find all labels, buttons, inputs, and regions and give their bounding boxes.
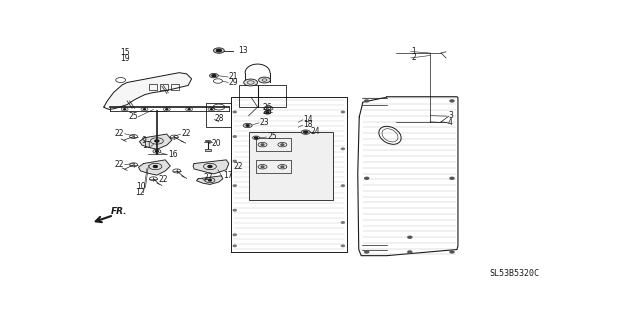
- Text: 19: 19: [121, 54, 131, 63]
- Circle shape: [365, 100, 369, 102]
- Circle shape: [143, 109, 145, 110]
- Text: 15: 15: [121, 48, 131, 57]
- Bar: [150, 85, 157, 90]
- Circle shape: [233, 210, 236, 211]
- Bar: [207, 103, 231, 127]
- Circle shape: [244, 79, 257, 86]
- Text: 27: 27: [203, 173, 212, 182]
- Polygon shape: [104, 73, 191, 109]
- Circle shape: [216, 49, 221, 52]
- Circle shape: [408, 236, 412, 238]
- Text: 17: 17: [223, 171, 232, 180]
- Circle shape: [246, 125, 249, 126]
- Text: 2: 2: [412, 53, 416, 62]
- Text: 22: 22: [159, 174, 168, 183]
- Polygon shape: [196, 176, 223, 184]
- Circle shape: [212, 75, 216, 77]
- Circle shape: [233, 136, 236, 137]
- Circle shape: [301, 130, 310, 134]
- Circle shape: [450, 177, 454, 179]
- Bar: [256, 138, 291, 151]
- Circle shape: [211, 109, 212, 110]
- Text: 22: 22: [182, 129, 191, 138]
- Text: 28: 28: [215, 114, 225, 123]
- Polygon shape: [138, 160, 170, 175]
- Text: 12: 12: [135, 188, 145, 197]
- Bar: [256, 160, 291, 174]
- Circle shape: [261, 144, 264, 145]
- Circle shape: [281, 144, 284, 145]
- Circle shape: [233, 245, 236, 247]
- Circle shape: [243, 123, 252, 128]
- Text: 22: 22: [234, 161, 243, 171]
- Circle shape: [209, 73, 218, 78]
- Circle shape: [124, 109, 125, 110]
- Circle shape: [155, 140, 159, 142]
- Text: 16: 16: [168, 150, 178, 159]
- Text: 11: 11: [143, 141, 152, 150]
- Circle shape: [408, 251, 412, 253]
- Text: 23: 23: [260, 118, 269, 127]
- Circle shape: [266, 112, 269, 113]
- Circle shape: [166, 109, 168, 110]
- Bar: [205, 149, 211, 151]
- Text: 1: 1: [412, 47, 416, 56]
- Text: 22: 22: [114, 129, 124, 138]
- Circle shape: [341, 185, 344, 186]
- Circle shape: [450, 100, 454, 102]
- Circle shape: [450, 251, 454, 253]
- Text: 20: 20: [211, 139, 221, 148]
- Bar: [172, 85, 179, 90]
- Text: 18: 18: [303, 120, 313, 129]
- Circle shape: [261, 166, 264, 167]
- Text: 4: 4: [448, 118, 453, 127]
- Text: 14: 14: [303, 115, 313, 124]
- Circle shape: [341, 111, 344, 113]
- Circle shape: [156, 151, 158, 152]
- Text: 13: 13: [237, 46, 247, 55]
- Text: 24: 24: [310, 127, 320, 136]
- Circle shape: [154, 166, 157, 167]
- Text: 26: 26: [263, 108, 273, 116]
- Polygon shape: [193, 160, 229, 174]
- Text: 25: 25: [268, 132, 277, 141]
- Text: SL53B5320C: SL53B5320C: [489, 269, 539, 278]
- Circle shape: [233, 160, 236, 162]
- Circle shape: [341, 245, 344, 247]
- Text: 25: 25: [129, 112, 138, 121]
- Circle shape: [213, 48, 225, 53]
- Text: 22: 22: [114, 160, 124, 168]
- Bar: [161, 85, 168, 90]
- Circle shape: [255, 137, 257, 138]
- Circle shape: [209, 180, 211, 181]
- Circle shape: [188, 109, 190, 110]
- Text: 21: 21: [229, 72, 238, 81]
- Text: 10: 10: [136, 182, 146, 191]
- Circle shape: [341, 148, 344, 150]
- Circle shape: [233, 234, 236, 235]
- Circle shape: [365, 251, 369, 253]
- Text: 9: 9: [141, 137, 146, 145]
- Text: 29: 29: [229, 78, 239, 86]
- Text: 3: 3: [448, 111, 453, 120]
- Circle shape: [365, 177, 369, 179]
- Polygon shape: [140, 134, 172, 149]
- Circle shape: [341, 222, 344, 223]
- Circle shape: [233, 185, 236, 186]
- Bar: [239, 85, 286, 107]
- Circle shape: [281, 166, 284, 167]
- Circle shape: [233, 111, 236, 113]
- Bar: [249, 132, 333, 200]
- Circle shape: [259, 77, 271, 83]
- Circle shape: [208, 166, 212, 167]
- Text: 26: 26: [263, 102, 273, 112]
- Text: FR.: FR.: [111, 207, 127, 216]
- Circle shape: [304, 131, 308, 133]
